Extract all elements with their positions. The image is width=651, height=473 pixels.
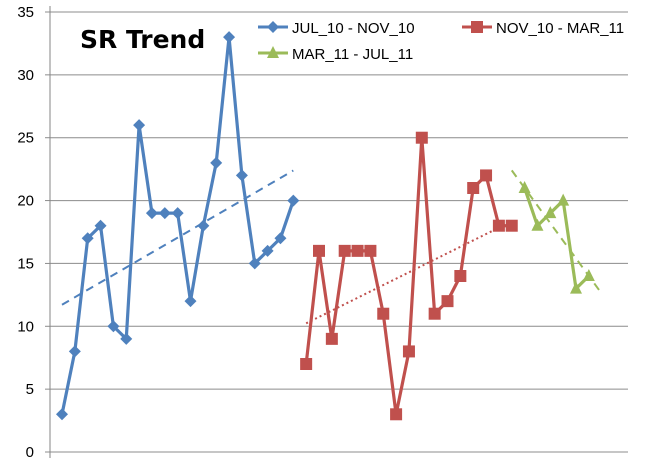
data-point-diamond [210,156,223,169]
legend-item-1: JUL_10 - NOV_10 [258,20,415,37]
y-tick-label: 10 [17,318,34,335]
data-point-diamond [68,345,81,358]
data-point-triangle [557,193,570,206]
legend: JUL_10 - NOV_10 NOV_10 - MAR_11 MAR_11 - J… [258,20,624,63]
data-point-diamond [287,194,300,207]
y-tick-label: 5 [26,381,34,398]
series-1 [56,31,300,421]
data-point-square [492,219,505,232]
legend-item-2: NOV_10 - MAR_11 [462,20,624,37]
series-2 [300,131,518,421]
data-point-square [402,345,415,358]
data-point-diamond [261,244,274,257]
legend-label: JUL_10 - NOV_10 [292,20,415,37]
series-group [56,31,595,421]
data-point-triangle [544,206,557,219]
data-point-square [415,131,428,144]
data-point-diamond [81,232,94,245]
data-point-diamond [133,119,146,132]
legend-marker-square [471,21,483,33]
data-point-square [467,182,480,194]
y-tick-label: 0 [26,444,34,461]
data-point-square [364,244,377,257]
data-point-triangle [570,281,582,294]
data-point-triangle [531,218,544,231]
data-point-square [390,408,403,421]
data-point-square [313,244,325,257]
data-point-diamond [184,295,197,308]
trendline-2 [305,220,513,325]
data-point-diamond [171,207,184,220]
series-line [523,187,590,291]
data-point-square [377,307,390,320]
gridlines [50,11,628,453]
y-tick-label: 25 [17,130,34,147]
y-axis-ticks: 0 5 10 15 20 25 30 35 [17,4,50,461]
data-point-triangle [518,181,531,193]
y-tick-label: 35 [17,4,34,21]
data-point-diamond [120,332,133,345]
data-point-diamond [274,232,287,245]
legend-item-3: MAR_11 - JUL_11 [258,46,413,63]
series-3 [518,181,595,294]
data-point-diamond [56,408,68,421]
trendline-3 [510,169,603,295]
y-tick-label: 20 [17,193,34,210]
trendlines [61,169,603,325]
data-point-square [428,307,441,320]
data-point-square [300,358,313,370]
y-tick-label: 30 [17,67,34,84]
legend-marker-triangle [267,46,279,58]
trendline-1 [61,169,294,306]
data-point-diamond [158,207,171,220]
data-point-square [338,244,351,257]
data-point-diamond [145,207,158,220]
data-point-diamond [248,257,261,270]
data-point-square [441,295,454,308]
legend-label: MAR_11 - JUL_11 [292,46,413,63]
data-point-diamond [223,31,236,44]
data-point-square [505,219,518,232]
data-point-square [351,244,364,257]
chart-title: SR Trend [80,25,205,54]
data-point-diamond [235,169,248,182]
data-point-diamond [107,320,120,333]
data-point-square [454,270,467,282]
data-point-triangle [582,269,595,281]
data-point-diamond [197,219,210,232]
y-tick-label: 15 [17,255,34,272]
data-point-square [480,169,493,182]
data-point-square [325,332,338,345]
legend-label: NOV_10 - MAR_11 [496,20,624,37]
legend-marker-diamond [267,21,279,33]
data-point-diamond [94,219,107,232]
